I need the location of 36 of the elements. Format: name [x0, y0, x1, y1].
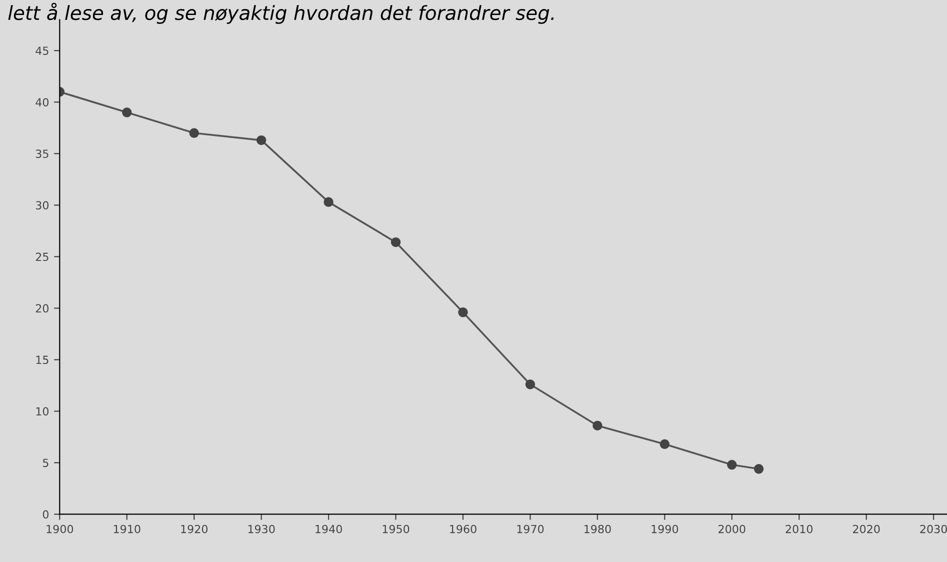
x-tick-label: 2020 — [853, 524, 880, 534]
x-tick-label: 1990 — [652, 524, 678, 534]
y-tick-label: 0 — [42, 510, 49, 519]
x-tick-label: 1900 — [46, 524, 74, 534]
x-tick-label: 1940 — [316, 524, 342, 534]
point — [727, 460, 737, 470]
y-tick-label: 15 — [36, 356, 48, 364]
y-tick-label: 45 — [36, 46, 48, 55]
y-tick-label: 5 — [43, 458, 48, 468]
point — [592, 420, 602, 430]
x-tick-label: 1920 — [181, 524, 208, 534]
y-tick-label: 30 — [36, 201, 49, 210]
point — [390, 237, 401, 248]
point — [754, 464, 764, 474]
y-tick-label: 10 — [36, 407, 49, 416]
point — [458, 307, 468, 318]
x-tick-label: 2010 — [786, 524, 813, 534]
annotation: lett å lese av, og se nøyaktig hvordan det forandrer seg. — [8, 2, 554, 24]
point — [122, 108, 132, 118]
x-tick-label: 2030 — [920, 524, 947, 534]
x-tick-label: 1960 — [450, 524, 476, 534]
y-tick-label: 25 — [36, 252, 48, 262]
y-tick-label: 35 — [36, 150, 48, 158]
point — [256, 135, 266, 146]
y-tick-label: 20 — [36, 304, 49, 313]
x-tick-label: 2000 — [718, 524, 746, 534]
point — [324, 197, 334, 207]
x-tick-label: 1930 — [248, 524, 275, 534]
x-tick-label: 1910 — [114, 524, 140, 534]
x-tick-label: 1980 — [584, 524, 611, 534]
point — [189, 128, 199, 138]
x-tick-label: 1950 — [382, 524, 410, 534]
point — [660, 439, 670, 450]
y-tick-label: 40 — [36, 98, 49, 106]
point — [525, 380, 536, 390]
x-tick-label: 1970 — [517, 524, 544, 534]
